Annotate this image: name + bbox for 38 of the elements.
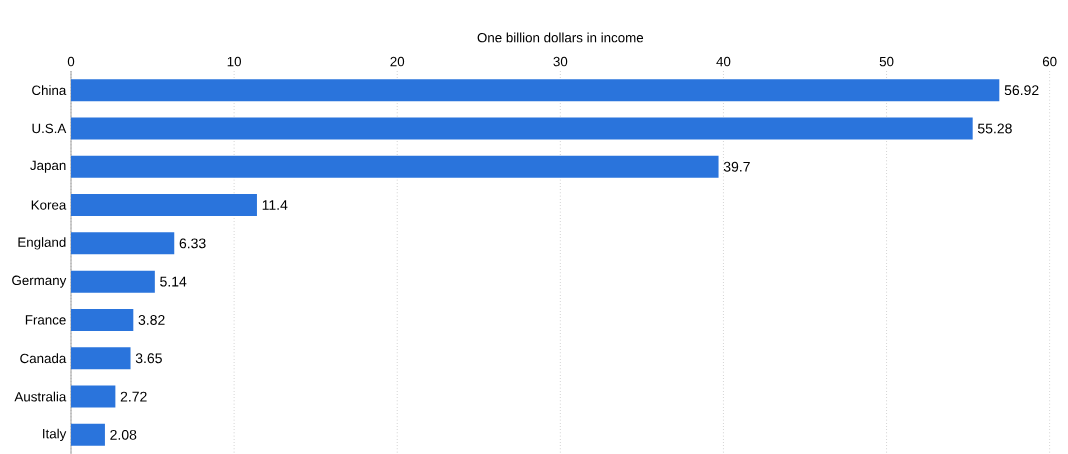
y-tick-label: Australia <box>14 391 67 402</box>
data-label: 11.4 <box>262 200 288 210</box>
bar <box>71 308 134 331</box>
data-label: 6.33 <box>179 238 206 249</box>
y-tick-label: Korea <box>31 200 67 210</box>
y-tick-label: Canada <box>20 353 67 364</box>
bar <box>71 423 105 446</box>
data-label: 39.7 <box>723 161 750 172</box>
bar <box>71 193 257 216</box>
data-label: 2.72 <box>120 391 147 402</box>
data-label: 55.28 <box>977 123 1012 134</box>
x-tick-label: 30 <box>553 56 568 67</box>
data-label: 5.14 <box>160 276 187 287</box>
bar <box>71 232 175 255</box>
x-tick-label: 60 <box>1042 56 1057 67</box>
bar <box>71 385 116 408</box>
bar <box>71 79 1000 102</box>
x-tick-label: 40 <box>716 56 731 67</box>
y-tick-label: Japan <box>30 160 66 173</box>
y-tick-label: Italy <box>43 428 67 441</box>
x-tick-label: 20 <box>390 56 405 67</box>
bar <box>71 155 719 178</box>
y-tick-label: U.S.A <box>32 123 67 134</box>
data-label: 3.65 <box>135 353 162 364</box>
data-label: 2.08 <box>110 429 137 440</box>
x-tick-label: 10 <box>227 56 242 67</box>
x-axis-title: One billion dollars in income <box>477 32 644 43</box>
y-tick-label: China <box>32 85 67 95</box>
x-tick-label: 0 <box>67 56 75 67</box>
data-label: 3.82 <box>138 314 165 325</box>
bar <box>71 270 155 293</box>
y-tick-label: France <box>25 315 66 325</box>
data-label: 56.92 <box>1004 85 1039 95</box>
bar <box>71 347 131 370</box>
x-tick-label: 50 <box>879 56 894 67</box>
y-tick-label: Germany <box>12 275 67 288</box>
bar <box>71 117 973 140</box>
y-tick-label: England <box>18 237 66 250</box>
